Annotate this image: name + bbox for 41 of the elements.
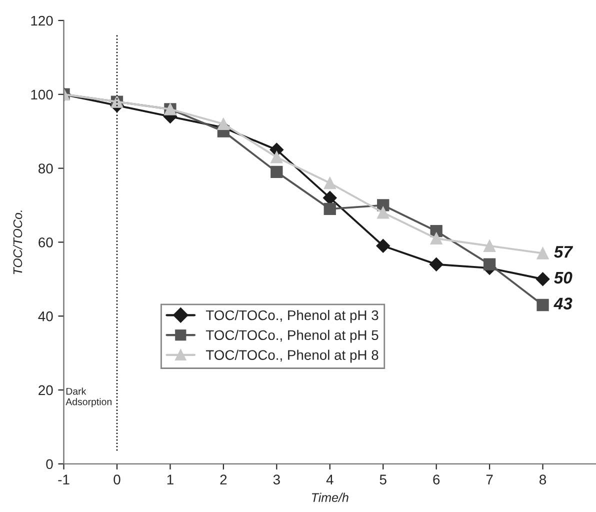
x-tick-label: 1 xyxy=(167,474,174,484)
point xyxy=(536,298,549,312)
y-tick-label: 100 xyxy=(31,90,53,100)
point xyxy=(270,166,283,178)
point xyxy=(376,238,390,253)
data-label: 57 xyxy=(554,246,574,258)
legend-label: TOC/TOCo., Phenol at pH 8 xyxy=(206,350,378,363)
data-label: 50 xyxy=(554,272,572,284)
x-tick-label: 4 xyxy=(326,474,334,484)
y-tick-label: 20 xyxy=(38,385,53,396)
y-tick-label: 0 xyxy=(46,459,53,470)
point xyxy=(324,202,336,215)
x-tick-label: 3 xyxy=(273,474,280,484)
point xyxy=(429,257,444,272)
point xyxy=(322,190,337,205)
point xyxy=(270,151,283,164)
y-tick-label: 60 xyxy=(38,238,53,248)
y-tick-label: 40 xyxy=(38,311,53,322)
x-tick-label: -1 xyxy=(58,474,70,484)
x-tick-label: 0 xyxy=(114,474,120,484)
ref-line-label: Dark Adsorption xyxy=(66,388,112,408)
y-tick-label: 120 xyxy=(31,16,53,26)
point xyxy=(483,258,496,270)
point xyxy=(483,240,496,252)
x-tick-label: 8 xyxy=(540,474,546,484)
x-tick-label: 5 xyxy=(380,474,386,484)
point xyxy=(217,118,230,130)
data-label: 43 xyxy=(554,298,572,310)
point xyxy=(324,176,336,190)
x-tick-label: 7 xyxy=(486,474,493,484)
point xyxy=(536,272,550,286)
legend-label: TOC/TOCo., Phenol at pH 5 xyxy=(206,330,378,343)
x-tick-label: 6 xyxy=(433,474,440,484)
x-tick-label: 2 xyxy=(220,474,227,484)
point xyxy=(430,232,442,245)
point xyxy=(377,206,390,219)
y-axis-title: TOC/TOCo. xyxy=(12,210,22,274)
y-tick-label: 80 xyxy=(38,164,53,174)
legend-label: TOC/TOCo., Phenol at pH 3 xyxy=(206,310,378,323)
point xyxy=(536,247,549,260)
x-axis-title: Time/h xyxy=(312,492,348,502)
